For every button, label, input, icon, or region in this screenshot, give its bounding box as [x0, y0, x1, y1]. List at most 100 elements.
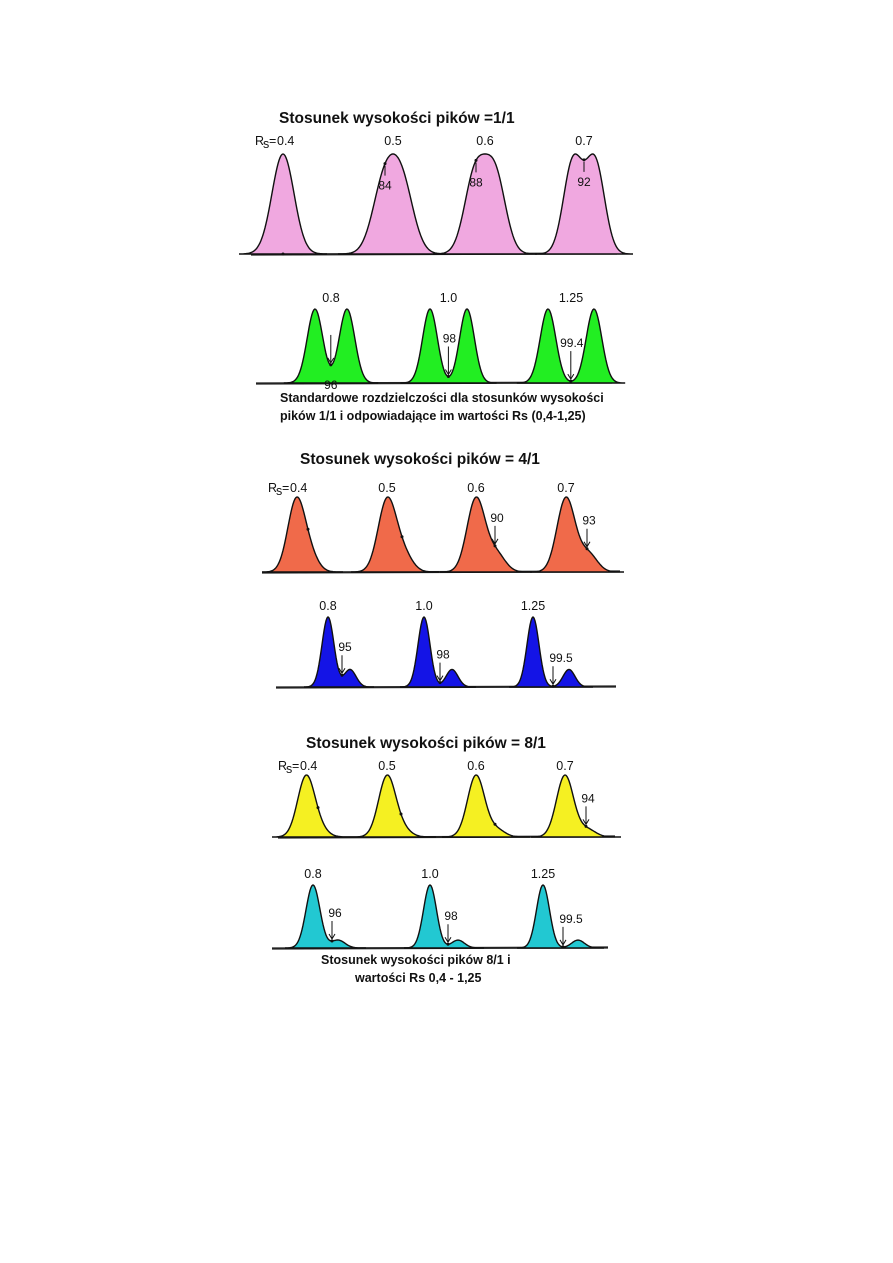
peak-pair: 0.7 93 [530, 481, 624, 573]
rs-subscript: s [286, 762, 292, 776]
peak-pair: 0.6 88 [433, 134, 537, 255]
valley-dot [383, 162, 387, 166]
arrowhead [444, 936, 452, 944]
rs-value: 0.5 [378, 759, 395, 773]
peak-shape [517, 884, 604, 949]
valley-dot [446, 942, 450, 946]
peak-pair: 0.5 84 [338, 134, 448, 255]
rs-symbol: Rs = [268, 481, 289, 498]
rs-letter: R [268, 481, 277, 495]
valley-dot [569, 379, 573, 383]
caption-line: wartości Rs 0,4 - 1,25 [354, 971, 482, 985]
valley-dot [306, 527, 310, 531]
valley-dot [329, 363, 333, 367]
valley-dot [316, 806, 320, 810]
rs-value: 0.4 [277, 134, 294, 148]
valley-dot [585, 547, 589, 551]
valley-value: 98 [444, 909, 458, 923]
peak-shape [440, 496, 532, 573]
arrowhead [559, 939, 567, 946]
rs-value: 1.0 [415, 599, 432, 613]
valley-dot [438, 681, 442, 685]
peak-shape [304, 616, 374, 688]
caption-line: Stosunek wysokości pików 8/1 i [321, 953, 511, 967]
rs-value: 0.6 [467, 759, 484, 773]
valley-dot [281, 252, 285, 256]
peak-shape [239, 153, 327, 255]
rs-letter: R [255, 134, 264, 148]
peak-shape [338, 153, 448, 255]
rs-subscript: s [276, 484, 282, 498]
peak-shape [262, 496, 343, 573]
valley-value: 90 [490, 511, 504, 525]
valley-dot [551, 684, 555, 688]
block-title: Stosunek wysokości pików =1/1 [279, 110, 515, 127]
peak-pair: 0.7 92 [535, 134, 633, 255]
valley-dot [493, 544, 497, 548]
valley-value: 95 [338, 640, 352, 654]
block-title: Stosunek wysokości pików = 4/1 [300, 451, 540, 468]
rs-value: 1.25 [559, 291, 583, 305]
peak-pair: 0.8 95 [304, 599, 374, 688]
valley-value: 99.5 [559, 912, 583, 926]
arrowhead [582, 819, 590, 826]
peak-shape [442, 774, 530, 838]
block-ratio-8: Stosunek wysokości pików = 8/1 Rs = 0.4 0.5 0… [271, 735, 621, 985]
arrowhead [328, 933, 336, 940]
valley-dot [474, 158, 478, 162]
rs-subscript: s [263, 137, 269, 151]
valley-value: 98 [436, 648, 450, 662]
rs-value: 0.4 [300, 759, 317, 773]
peak-pair: 0.6 [442, 759, 530, 838]
valley-value: 98 [443, 331, 457, 345]
valley-dot [584, 824, 588, 828]
peak-pair: 1.25 99.5 [509, 599, 593, 688]
peak-pair: Rs = 0.4 [262, 481, 343, 573]
valley-value: 99.5 [549, 651, 573, 665]
valley-dot [399, 812, 403, 816]
peak-pair: 1.25 99.4 [516, 291, 626, 384]
peak-shape [272, 774, 353, 838]
rs-value: 0.6 [476, 134, 493, 148]
rs-value: 1.25 [531, 867, 555, 881]
valley-value: 99.4 [560, 336, 584, 350]
caption-line: Standardowe rozdzielczości dla stosunków… [280, 391, 604, 405]
peak-pair: 1.0 98 [400, 599, 476, 688]
rs-value: 0.8 [304, 867, 321, 881]
arrowhead [327, 357, 335, 364]
rs-symbol: Rs = [255, 134, 276, 151]
arrowhead [338, 667, 346, 675]
rs-value: 1.0 [440, 291, 457, 305]
peak-pair: 0.8 96 [283, 291, 379, 392]
valley-dot [340, 673, 344, 677]
valley-value: 96 [324, 378, 338, 392]
valley-dot [561, 945, 565, 949]
peak-shape [433, 153, 537, 255]
block-title: Stosunek wysokości pików = 8/1 [306, 735, 546, 752]
arrowhead [549, 678, 557, 686]
rs-value: 0.8 [322, 291, 339, 305]
valley-value: 84 [378, 179, 392, 193]
rs-value: 1.0 [421, 867, 438, 881]
peak-pair: Rs = 0.4 [239, 134, 327, 256]
rs-value: 0.5 [384, 134, 401, 148]
peak-pair: 0.5 [353, 759, 436, 838]
rs-value: 0.5 [378, 481, 395, 495]
rs-value: 1.25 [521, 599, 545, 613]
arrowhead [583, 541, 591, 548]
valley-dot [330, 939, 334, 943]
valley-dot [400, 535, 404, 539]
block-ratio-1: Stosunek wysokości pików =1/1Rs = 0.4 0.584… [239, 110, 633, 423]
peak-shape [531, 774, 621, 838]
block-ratio-4: Stosunek wysokości pików = 4/1 Rs = 0.4 0.5 0… [261, 451, 624, 689]
rs-equals: = [269, 134, 276, 148]
valley-value: 92 [577, 175, 591, 189]
peak-shape [530, 496, 624, 573]
valley-dot [446, 375, 450, 378]
peak-pair: Rs = 0.4 [272, 759, 353, 838]
valley-dot [582, 158, 586, 162]
rs-equals: = [282, 481, 289, 495]
arrowhead [436, 675, 444, 682]
peak-pair: 1.0 98 [404, 867, 484, 949]
